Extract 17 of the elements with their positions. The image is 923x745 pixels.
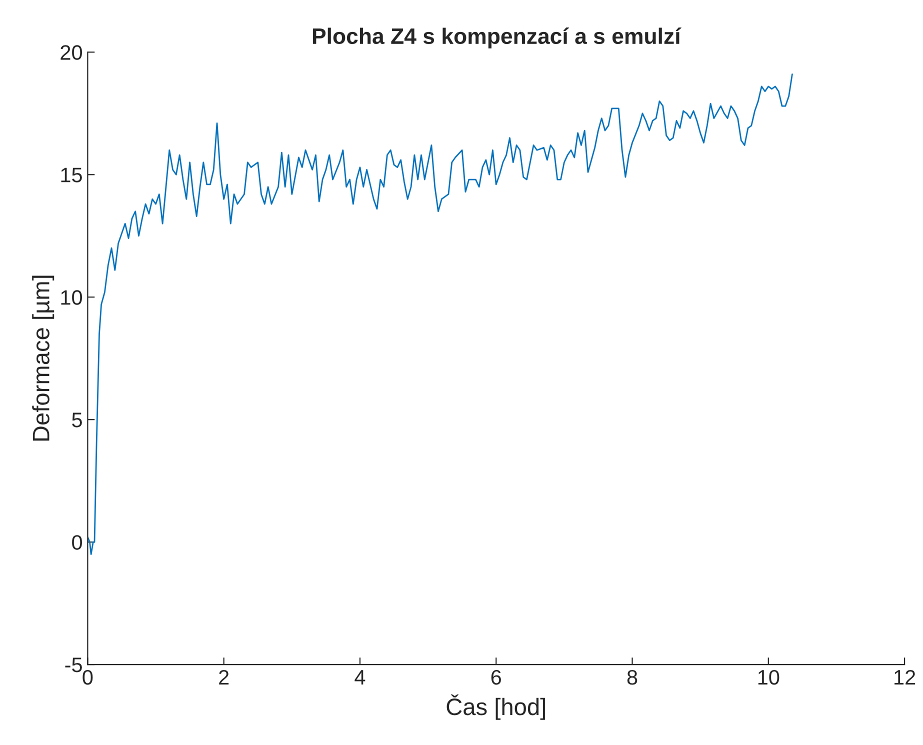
x-tick-label: 8 — [627, 670, 638, 685]
x-tick-label: 4 — [354, 670, 366, 684]
x-tick-label: 12 — [894, 670, 916, 684]
y-tick-label: 20 — [60, 45, 82, 60]
y-tick-label: 15 — [61, 168, 82, 182]
x-tick-label: 6 — [491, 670, 501, 685]
x-axis-title: Čas [hod] — [446, 694, 545, 720]
y-tick-label: 0 — [72, 535, 82, 550]
x-tick-label: 2 — [219, 670, 229, 684]
chart-title: Plocha Z4 s kompenzací a s emulzí — [312, 28, 682, 48]
line-series — [88, 74, 793, 556]
x-tick-label: 10 — [758, 670, 780, 685]
y-tick-label: 10 — [61, 290, 82, 305]
x-tick-label: 0 — [82, 670, 93, 685]
y-tick-label: -5 — [65, 658, 82, 672]
y-axis-title: Deformace [µm] — [32, 276, 54, 441]
y-tick-label: 5 — [72, 412, 82, 428]
